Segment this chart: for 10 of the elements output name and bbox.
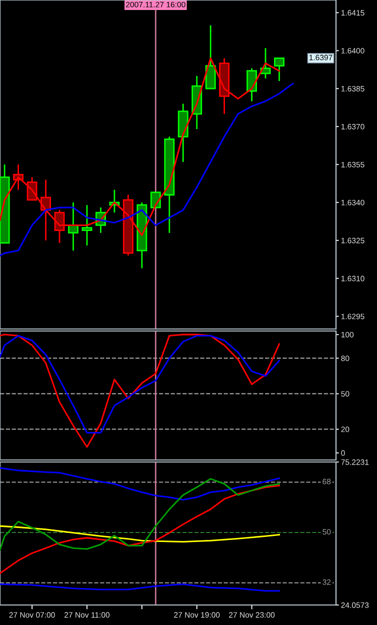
line-series	[0, 82, 294, 256]
line-series	[0, 467, 280, 501]
line-series	[0, 583, 280, 592]
line-series	[0, 478, 280, 551]
line-series	[0, 484, 280, 574]
candlestick	[274, 58, 284, 82]
candlestick	[205, 24, 216, 90]
line-series	[0, 525, 280, 542]
candlestick	[246, 68, 257, 102]
candlestick	[82, 204, 92, 246]
